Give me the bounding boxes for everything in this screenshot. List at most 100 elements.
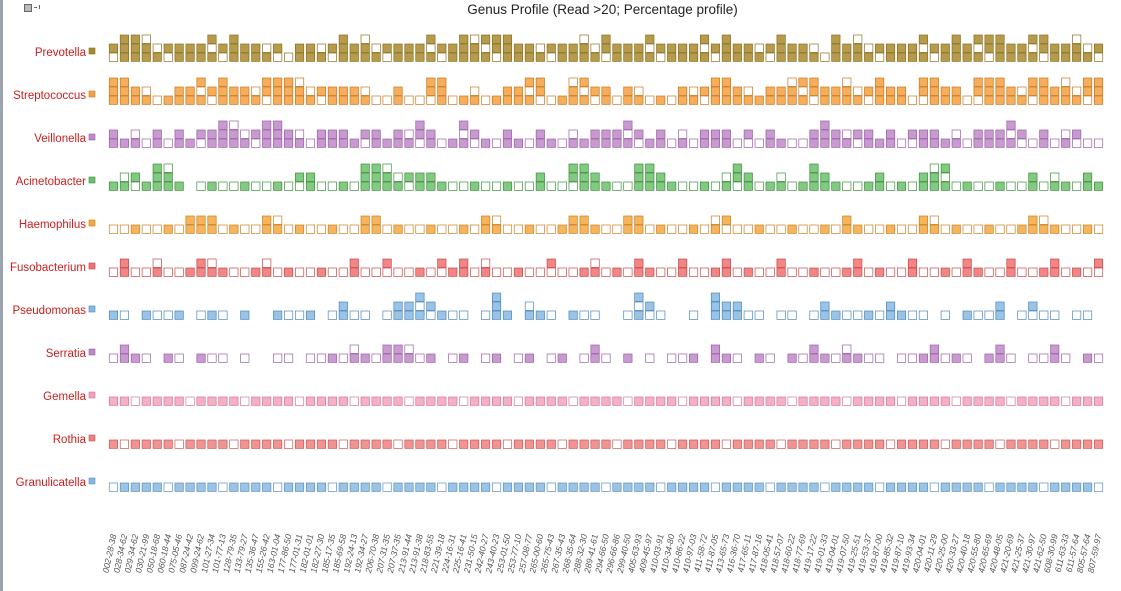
unit-cell bbox=[152, 267, 162, 277]
unit-cell bbox=[907, 224, 918, 234]
unit-cell bbox=[284, 138, 294, 148]
unit-cell bbox=[174, 224, 184, 234]
unit-cell bbox=[557, 439, 567, 449]
unit-cell bbox=[590, 353, 600, 363]
unit-cell bbox=[240, 482, 250, 492]
unit-cell bbox=[371, 439, 381, 449]
unit-cell bbox=[973, 43, 983, 53]
unit-cell bbox=[809, 181, 819, 191]
unit-cell bbox=[1072, 439, 1082, 449]
unit-cell bbox=[951, 267, 961, 277]
unit-cell bbox=[864, 482, 874, 492]
unit-cell bbox=[316, 224, 326, 234]
view-toggle-icon[interactable] bbox=[24, 4, 42, 12]
unit-cell bbox=[907, 138, 918, 148]
unit-cell bbox=[689, 353, 699, 363]
unit-cell bbox=[262, 482, 272, 492]
unit-cell bbox=[502, 129, 513, 139]
unit-cell bbox=[349, 181, 359, 191]
unit-cell bbox=[141, 353, 151, 363]
unit-cell bbox=[535, 439, 545, 449]
unit-cell bbox=[1028, 34, 1038, 44]
unit-cell bbox=[995, 181, 1005, 191]
unit-cell bbox=[590, 86, 600, 96]
unit-cell bbox=[1017, 129, 1027, 139]
unit-cell bbox=[1083, 77, 1093, 87]
unit-cell bbox=[918, 353, 928, 363]
unit-cell bbox=[152, 396, 162, 406]
unit-cell bbox=[524, 267, 534, 277]
unit-cell bbox=[1083, 95, 1093, 105]
unit-cell bbox=[634, 172, 644, 182]
unit-cell bbox=[240, 138, 250, 148]
unit-cell bbox=[141, 52, 151, 62]
unit-cell bbox=[557, 95, 567, 105]
unit-cell bbox=[918, 86, 928, 96]
unit-cell bbox=[1028, 43, 1038, 53]
unit-cell bbox=[776, 396, 786, 406]
unit-cell bbox=[710, 439, 720, 449]
unit-cell bbox=[896, 43, 907, 53]
unit-cell bbox=[546, 224, 556, 234]
unit-cell bbox=[229, 129, 239, 139]
unit-cell bbox=[951, 439, 961, 449]
unit-cell bbox=[119, 396, 129, 406]
unit-cell bbox=[678, 129, 688, 139]
unit-cell bbox=[130, 181, 140, 191]
unit-cell bbox=[393, 310, 403, 320]
unit-cell bbox=[667, 439, 677, 449]
unit-cell bbox=[130, 34, 140, 44]
unit-cell bbox=[196, 353, 206, 363]
unit-cell bbox=[765, 129, 775, 139]
unit-cell bbox=[875, 138, 885, 148]
unit-cell bbox=[338, 34, 348, 44]
unit-cell bbox=[907, 353, 918, 363]
unit-cell bbox=[492, 52, 502, 62]
unit-cell bbox=[831, 34, 841, 44]
unit-cell bbox=[174, 396, 184, 406]
unit-cell bbox=[360, 181, 370, 191]
unit-cell bbox=[1072, 224, 1082, 234]
unit-cell bbox=[732, 396, 742, 406]
unit-cell bbox=[119, 52, 129, 62]
unit-cell bbox=[656, 95, 666, 105]
unit-cell bbox=[196, 138, 206, 148]
unit-cell bbox=[918, 439, 928, 449]
unit-cell bbox=[645, 95, 655, 105]
unit-cell bbox=[294, 77, 305, 87]
unit-cell bbox=[426, 310, 436, 320]
unit-cell bbox=[207, 138, 217, 148]
unit-cell bbox=[163, 181, 173, 191]
unit-cell bbox=[130, 396, 140, 406]
unit-cell bbox=[842, 439, 852, 449]
unit-cell bbox=[831, 138, 841, 148]
unit-cell bbox=[984, 34, 994, 44]
unit-cell bbox=[316, 95, 326, 105]
unit-cell bbox=[831, 310, 841, 320]
unit-cell bbox=[240, 396, 250, 406]
unit-cell bbox=[108, 482, 119, 492]
unit-cell bbox=[108, 86, 119, 96]
unit-cell bbox=[787, 86, 797, 96]
unit-cell bbox=[185, 482, 195, 492]
unit-cell bbox=[634, 301, 644, 311]
unit-cell bbox=[349, 86, 359, 96]
unit-cell bbox=[448, 224, 458, 234]
unit-cell bbox=[108, 138, 119, 148]
unit-cell bbox=[929, 52, 939, 62]
unit-cell bbox=[174, 267, 184, 277]
unit-cell bbox=[776, 52, 786, 62]
unit-cell bbox=[721, 138, 731, 148]
unit-cell bbox=[732, 267, 742, 277]
unit-cell bbox=[918, 396, 928, 406]
unit-cell bbox=[568, 138, 578, 148]
unit-cell bbox=[185, 43, 195, 53]
unit-cell bbox=[207, 34, 217, 44]
unit-cell bbox=[984, 86, 994, 96]
unit-cell bbox=[787, 224, 797, 234]
unit-cell bbox=[1017, 439, 1027, 449]
unit-cell bbox=[1028, 310, 1038, 320]
unit-cell bbox=[481, 52, 491, 62]
unit-cell bbox=[470, 138, 480, 148]
unit-cell bbox=[218, 77, 228, 87]
